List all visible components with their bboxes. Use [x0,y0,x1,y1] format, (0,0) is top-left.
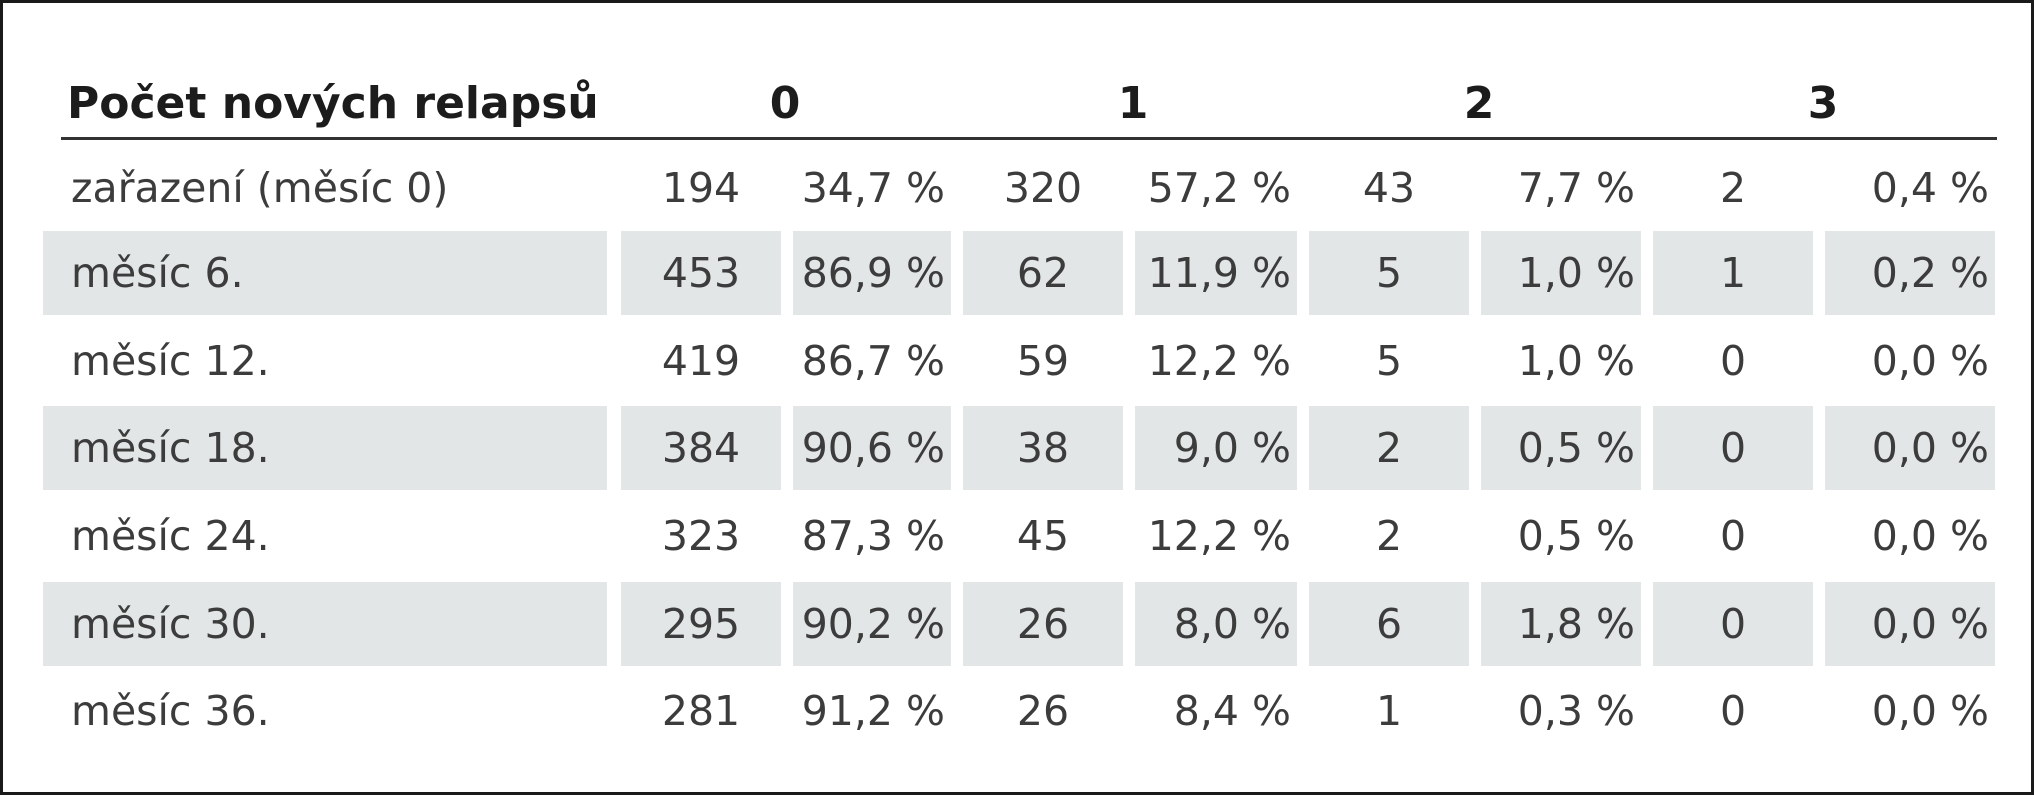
percent-cell: 90,2 % [793,582,951,666]
percent-cell: 8,0 % [1135,582,1297,666]
count-cell: 194 [661,164,741,212]
count-cell: 1 [1375,687,1403,735]
table-row: měsíc 12. 419 86,7 % 59 12,2 % 5 1,0 % 0… [43,319,1999,403]
count-cell: 0 [1719,337,1747,385]
count-cell: 2 [1719,164,1747,212]
percent-cell: 57,2 % [1147,164,1291,212]
row-label: měsíc 30. [43,582,607,666]
count-cell: 320 [1003,164,1083,212]
count-cell: 323 [661,512,741,560]
percent-cell: 8,4 % [1173,687,1291,735]
percent-cell: 0,2 % [1825,231,1995,315]
count-cell: 0 [1653,582,1813,666]
count-cell: 281 [661,687,741,735]
table-header: Počet nových relapsů 0 1 2 3 [61,68,1997,140]
count-cell: 2 [1375,512,1403,560]
count-cell: 43 [1362,164,1416,212]
table-row: měsíc 24. 323 87,3 % 45 12,2 % 2 0,5 % 0… [43,494,1999,578]
count-cell: 26 [963,582,1123,666]
table-row: měsíc 18. 384 90,6 % 38 9,0 % 2 0,5 % 0 … [43,406,1999,490]
percent-cell: 12,2 % [1147,337,1291,385]
percent-cell: 90,6 % [793,406,951,490]
percent-cell: 0,4 % [1871,164,1989,212]
percent-cell: 12,2 % [1147,512,1291,560]
count-cell: 6 [1309,582,1469,666]
percent-cell: 1,0 % [1517,337,1635,385]
group-header-1: 1 [1117,78,1149,129]
percent-cell: 0,0 % [1871,512,1989,560]
percent-cell: 86,9 % [793,231,951,315]
row-label: měsíc 12. [71,337,270,385]
count-cell: 295 [621,582,781,666]
group-header-3: 3 [1807,78,1839,129]
count-cell: 453 [621,231,781,315]
percent-cell: 0,3 % [1517,687,1635,735]
percent-cell: 1,8 % [1481,582,1641,666]
count-cell: 45 [1016,512,1070,560]
row-label: měsíc 18. [43,406,607,490]
percent-cell: 34,7 % [801,164,945,212]
row-label: zařazení (měsíc 0) [71,164,449,212]
count-cell: 419 [661,337,741,385]
table-row: měsíc 30. 295 90,2 % 26 8,0 % 6 1,8 % 0 … [43,582,1999,666]
percent-cell: 91,2 % [801,687,945,735]
percent-cell: 1,0 % [1481,231,1641,315]
count-cell: 384 [621,406,781,490]
count-cell: 2 [1309,406,1469,490]
row-label: měsíc 36. [71,687,270,735]
table-row: zařazení (měsíc 0) 194 34,7 % 320 57,2 %… [43,146,1999,230]
count-cell: 5 [1309,231,1469,315]
count-cell: 26 [1016,687,1070,735]
group-header-2: 2 [1463,78,1495,129]
percent-cell: 86,7 % [801,337,945,385]
percent-cell: 9,0 % [1135,406,1297,490]
count-cell: 1 [1653,231,1813,315]
percent-cell: 87,3 % [801,512,945,560]
count-cell: 0 [1719,687,1747,735]
count-cell: 0 [1719,512,1747,560]
percent-cell: 7,7 % [1517,164,1635,212]
count-cell: 5 [1375,337,1403,385]
percent-cell: 0,0 % [1871,337,1989,385]
percent-cell: 0,0 % [1825,406,1995,490]
header-label: Počet nových relapsů [67,78,599,129]
percent-cell: 0,0 % [1825,582,1995,666]
count-cell: 59 [1016,337,1070,385]
row-label: měsíc 24. [71,512,270,560]
table-row: měsíc 36. 281 91,2 % 26 8,4 % 1 0,3 % 0 … [43,669,1999,753]
percent-cell: 0,5 % [1481,406,1641,490]
percent-cell: 11,9 % [1135,231,1297,315]
table-row: měsíc 6. 453 86,9 % 62 11,9 % 5 1,0 % 1 … [43,231,1999,315]
count-cell: 38 [963,406,1123,490]
count-cell: 0 [1653,406,1813,490]
count-cell: 62 [963,231,1123,315]
group-header-0: 0 [769,78,801,129]
percent-cell: 0,0 % [1871,687,1989,735]
percent-cell: 0,5 % [1517,512,1635,560]
row-label: měsíc 6. [43,231,607,315]
